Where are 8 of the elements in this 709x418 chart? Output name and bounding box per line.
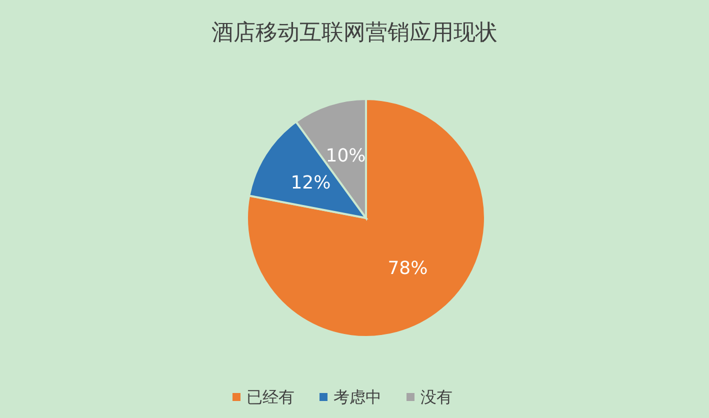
data-label: 10% [326, 145, 366, 166]
pie-slice [246, 98, 486, 338]
legend-label: 没有 [420, 388, 452, 406]
chart-title: 酒店移动互联网营销应用现状 [212, 20, 498, 46]
data-label: 78% [388, 258, 428, 279]
data-label: 12% [290, 172, 331, 194]
legend-label: 考虑中 [334, 388, 382, 406]
legend-label: 已经有 [246, 388, 294, 406]
